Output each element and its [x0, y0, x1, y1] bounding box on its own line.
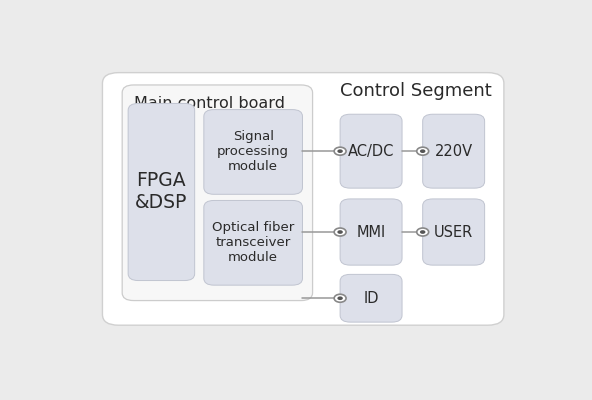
Text: Signal
processing
module: Signal processing module	[217, 130, 289, 174]
FancyBboxPatch shape	[204, 110, 303, 194]
Circle shape	[417, 147, 429, 155]
FancyBboxPatch shape	[204, 200, 303, 285]
Text: Main control board: Main control board	[134, 96, 285, 111]
Text: Optical fiber
transceiver
module: Optical fiber transceiver module	[212, 221, 294, 264]
Circle shape	[420, 149, 426, 153]
Circle shape	[334, 147, 346, 155]
Circle shape	[337, 230, 343, 234]
FancyBboxPatch shape	[423, 114, 485, 188]
Circle shape	[334, 228, 346, 236]
FancyBboxPatch shape	[340, 274, 402, 322]
FancyBboxPatch shape	[340, 199, 402, 265]
Text: Control Segment: Control Segment	[340, 82, 491, 100]
Circle shape	[337, 149, 343, 153]
FancyBboxPatch shape	[128, 104, 195, 280]
Text: USER: USER	[434, 224, 473, 240]
Circle shape	[337, 296, 343, 300]
Text: ID: ID	[363, 291, 379, 306]
FancyBboxPatch shape	[423, 199, 485, 265]
FancyBboxPatch shape	[102, 73, 504, 325]
Circle shape	[334, 294, 346, 302]
Text: AC/DC: AC/DC	[348, 144, 394, 159]
Text: 220V: 220V	[435, 144, 473, 159]
Circle shape	[420, 230, 426, 234]
FancyBboxPatch shape	[340, 114, 402, 188]
Circle shape	[417, 228, 429, 236]
FancyBboxPatch shape	[122, 85, 313, 300]
Text: FPGA
&DSP: FPGA &DSP	[135, 172, 188, 212]
Text: MMI: MMI	[356, 224, 386, 240]
